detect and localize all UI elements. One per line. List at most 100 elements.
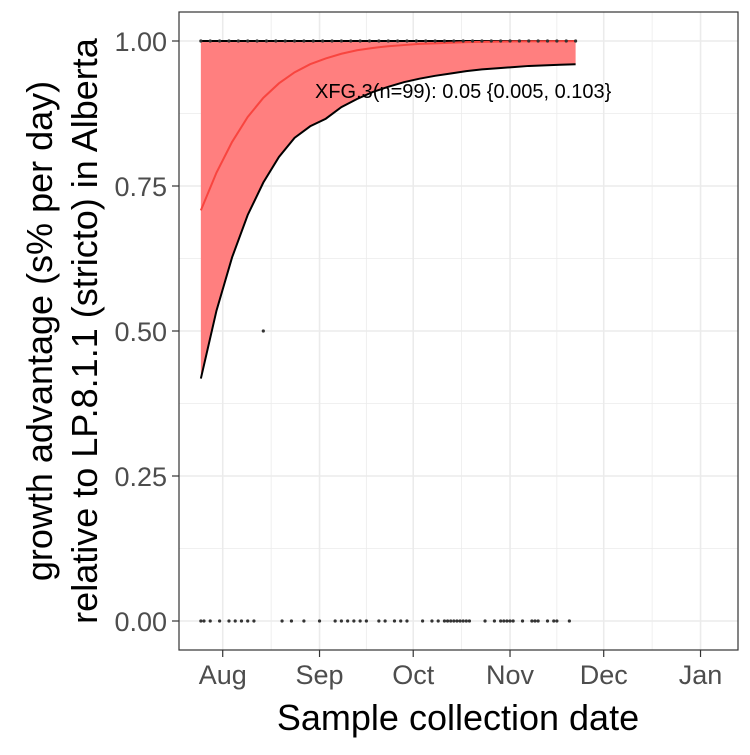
observation-point: [227, 39, 231, 43]
observation-point: [511, 619, 515, 623]
observation-point: [405, 619, 409, 623]
observation-point: [236, 39, 240, 43]
observation-point: [330, 39, 334, 43]
observation-point: [217, 39, 222, 43]
y-axis: 0.00 0.25 0.50 0.75 1.00: [114, 27, 179, 637]
y-axis-title-line-2: relative to LP.8.1.1 (stricto) in Albert…: [64, 37, 105, 624]
observation-point: [261, 329, 265, 333]
observation-point: [530, 619, 534, 623]
confidence-ribbon: [200, 41, 576, 379]
x-tick-label: Aug: [199, 660, 247, 690]
observation-point: [280, 619, 284, 623]
observation-point: [470, 39, 475, 43]
observation-point: [449, 619, 453, 623]
observation-point: [339, 39, 343, 43]
x-axis: Aug Sep Oct Nov Dec Jan: [199, 650, 723, 690]
observation-point: [264, 39, 269, 43]
observation-point: [358, 39, 362, 43]
observation-point: [227, 619, 231, 623]
observation-point: [508, 619, 512, 623]
observation-point: [292, 39, 297, 43]
observation-point: [499, 619, 503, 623]
observation-point: [458, 619, 462, 623]
x-tick-label: Jan: [679, 660, 723, 690]
observation-point: [480, 39, 484, 43]
observation-point: [367, 39, 372, 43]
y-tick-label: 0.75: [114, 172, 167, 202]
observation-point: [489, 39, 493, 43]
observation-point: [536, 619, 540, 623]
growth-annotation: XFG.3(n=99): 0.05 {0.005, 0.103}: [315, 81, 612, 103]
observation-point: [564, 39, 568, 43]
observation-point: [414, 39, 418, 43]
observation-point: [252, 619, 256, 623]
observation-point: [246, 39, 250, 43]
observation-point: [508, 39, 512, 43]
observation-point: [442, 619, 447, 623]
observation-point: [424, 39, 428, 43]
observation-point: [452, 39, 456, 43]
observation-point: [233, 619, 237, 623]
observation-point: [358, 619, 362, 623]
x-tick-label: Oct: [392, 660, 435, 690]
observation-point: [436, 619, 440, 623]
observation-points: [199, 39, 578, 623]
observation-point: [346, 619, 350, 623]
observation-point: [505, 619, 509, 623]
observation-point: [545, 619, 550, 623]
observation-point: [199, 39, 203, 43]
observation-point: [536, 39, 540, 43]
observation-point: [552, 619, 556, 623]
observation-point: [274, 39, 278, 43]
observation-point: [483, 619, 487, 623]
y-tick-label: 1.00: [114, 27, 167, 57]
observation-point: [339, 619, 343, 623]
observation-point: [574, 39, 578, 43]
fitted-line: [199, 40, 576, 211]
x-tick-label: Nov: [486, 660, 535, 690]
observation-point: [527, 39, 531, 43]
observation-point: [302, 39, 306, 43]
observation-point: [311, 39, 315, 43]
observation-point: [555, 619, 559, 623]
observation-point: [464, 619, 468, 623]
observation-point: [445, 619, 450, 623]
observation-point: [377, 39, 381, 43]
y-tick-label: 0.00: [114, 607, 167, 637]
observation-point: [364, 619, 368, 623]
observation-point: [349, 39, 353, 43]
observation-point: [396, 39, 400, 43]
observation-point: [392, 619, 397, 623]
observation-point: [461, 619, 465, 623]
observation-point: [399, 619, 403, 623]
observation-point: [321, 39, 325, 43]
x-axis-title: Sample collection date: [277, 697, 639, 738]
observation-point: [433, 39, 437, 43]
grid-layer: [179, 12, 738, 650]
observation-point: [302, 619, 306, 623]
observation-point: [317, 619, 322, 623]
observation-point: [377, 619, 381, 623]
x-tick-label: Sep: [296, 660, 344, 690]
observation-point: [283, 39, 287, 43]
observation-point: [199, 619, 203, 623]
observation-point: [467, 619, 472, 623]
observation-point: [246, 619, 250, 623]
observation-point: [492, 619, 497, 623]
observation-point: [455, 619, 459, 623]
observation-point: [502, 619, 506, 623]
observation-point: [452, 619, 456, 623]
observation-point: [289, 619, 294, 623]
y-tick-label: 0.25: [114, 462, 167, 492]
observation-point: [208, 39, 212, 43]
observation-point: [520, 619, 525, 623]
observation-point: [533, 619, 537, 623]
observation-point: [383, 619, 387, 623]
observation-point: [405, 39, 409, 43]
observation-point: [420, 619, 425, 623]
observation-point: [386, 39, 390, 43]
y-axis-title-line-1: growth advantage (s% per day): [19, 81, 60, 581]
observation-point: [239, 619, 244, 623]
